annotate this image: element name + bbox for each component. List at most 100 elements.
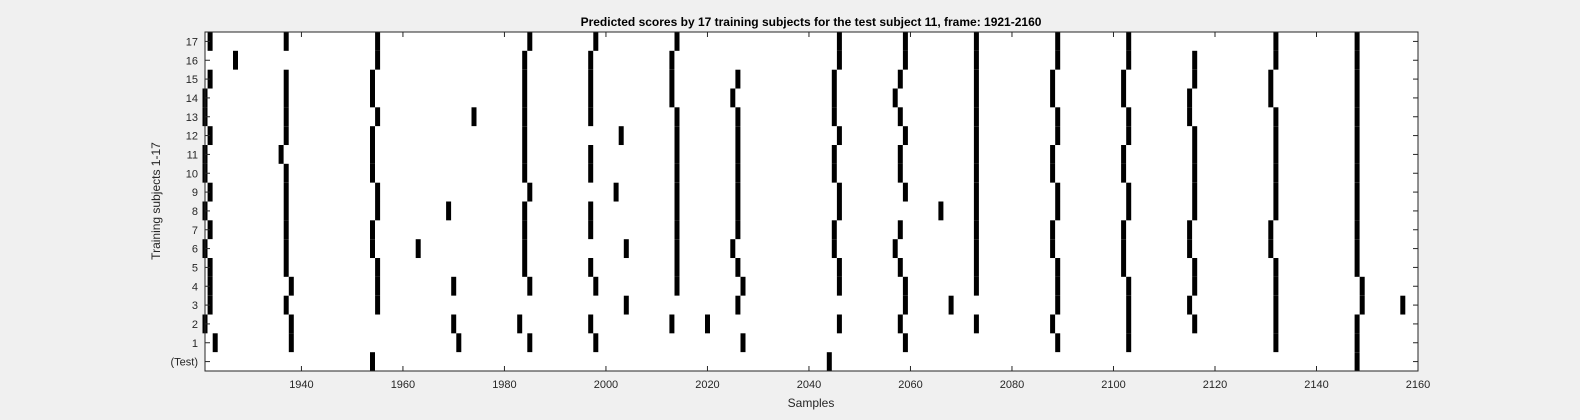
score-mark <box>730 239 736 259</box>
score-mark <box>674 32 680 51</box>
score-mark <box>623 239 629 259</box>
score-mark <box>1055 107 1061 127</box>
score-mark <box>735 107 741 127</box>
score-mark <box>836 314 842 334</box>
score-mark <box>1126 126 1132 146</box>
score-mark <box>831 145 837 164</box>
score-mark <box>1192 145 1198 164</box>
y-tick-label: 2 <box>192 319 198 331</box>
score-mark <box>1354 88 1360 108</box>
y-tick-label: 8 <box>192 206 198 218</box>
score-mark <box>1055 276 1061 296</box>
score-mark <box>370 352 375 372</box>
score-mark <box>1273 258 1279 277</box>
score-mark <box>471 107 477 127</box>
score-mark <box>1273 50 1279 70</box>
score-mark <box>897 258 903 277</box>
score-mark <box>973 276 979 296</box>
score-mark <box>735 69 741 89</box>
y-tick-label: 5 <box>192 262 198 274</box>
plot-area <box>205 32 1418 371</box>
score-mark <box>973 88 979 108</box>
score-mark <box>735 145 741 164</box>
score-mark <box>836 32 842 51</box>
score-mark <box>1050 145 1056 164</box>
y-tick-label: 14 <box>186 93 198 105</box>
score-mark <box>415 239 421 259</box>
score-mark <box>370 126 375 146</box>
score-mark <box>1126 50 1132 70</box>
score-mark <box>517 314 523 334</box>
score-mark <box>902 333 908 353</box>
score-mark <box>370 88 375 108</box>
score-mark <box>1050 220 1056 240</box>
score-mark <box>1126 333 1132 353</box>
score-mark <box>527 182 533 202</box>
score-mark <box>1126 314 1132 334</box>
score-mark <box>735 295 741 315</box>
score-mark <box>1354 69 1360 89</box>
score-mark <box>283 107 289 127</box>
score-mark <box>1192 276 1198 296</box>
score-mark <box>674 258 680 277</box>
score-mark <box>1055 126 1061 146</box>
x-tick-label: 2060 <box>898 379 922 391</box>
score-mark <box>1121 69 1127 89</box>
score-mark <box>527 333 533 353</box>
score-mark <box>1055 50 1061 70</box>
score-mark <box>283 126 289 146</box>
y-tick-label: 9 <box>192 187 198 199</box>
score-mark <box>1359 295 1365 315</box>
y-tick-label: 1 <box>192 338 198 350</box>
score-mark <box>897 107 903 127</box>
score-mark <box>973 126 979 146</box>
score-mark <box>902 50 908 70</box>
y-tick-label: 3 <box>192 300 198 312</box>
score-mark <box>973 220 979 240</box>
score-mark <box>1055 295 1061 315</box>
score-mark <box>375 107 381 127</box>
score-mark <box>288 314 294 334</box>
score-mark <box>623 295 629 315</box>
score-mark <box>207 220 213 240</box>
score-mark <box>283 239 289 259</box>
score-mark <box>1126 32 1132 51</box>
score-mark <box>973 32 979 51</box>
score-mark <box>826 352 832 372</box>
score-mark <box>831 163 837 183</box>
score-mark <box>1192 163 1198 183</box>
score-mark <box>1273 107 1279 127</box>
score-mark <box>522 145 528 164</box>
score-mark <box>370 239 375 259</box>
score-mark <box>1192 126 1198 146</box>
x-tick-label: 2000 <box>594 379 618 391</box>
score-mark <box>735 258 741 277</box>
score-mark <box>283 220 289 240</box>
score-mark <box>674 126 680 146</box>
score-mark <box>588 201 594 221</box>
score-mark <box>973 239 979 259</box>
score-mark <box>522 107 528 127</box>
score-mark <box>973 107 979 127</box>
score-mark <box>522 220 528 240</box>
score-mark <box>836 201 842 221</box>
score-mark <box>1273 145 1279 164</box>
score-mark <box>1359 276 1365 296</box>
score-mark <box>836 182 842 202</box>
score-mark <box>613 182 619 202</box>
score-mark <box>1273 182 1279 202</box>
score-mark <box>1126 107 1132 127</box>
score-mark <box>593 276 599 296</box>
score-mark <box>1126 276 1132 296</box>
score-mark <box>522 163 528 183</box>
score-mark <box>902 182 908 202</box>
score-mark <box>588 163 594 183</box>
score-mark <box>375 295 381 315</box>
score-mark <box>948 295 954 315</box>
y-tick-label: 13 <box>186 112 198 124</box>
score-mark <box>288 333 294 353</box>
score-mark <box>1050 163 1056 183</box>
score-mark <box>1192 314 1198 334</box>
score-mark <box>451 276 457 296</box>
y-tick-label: 15 <box>186 74 198 86</box>
